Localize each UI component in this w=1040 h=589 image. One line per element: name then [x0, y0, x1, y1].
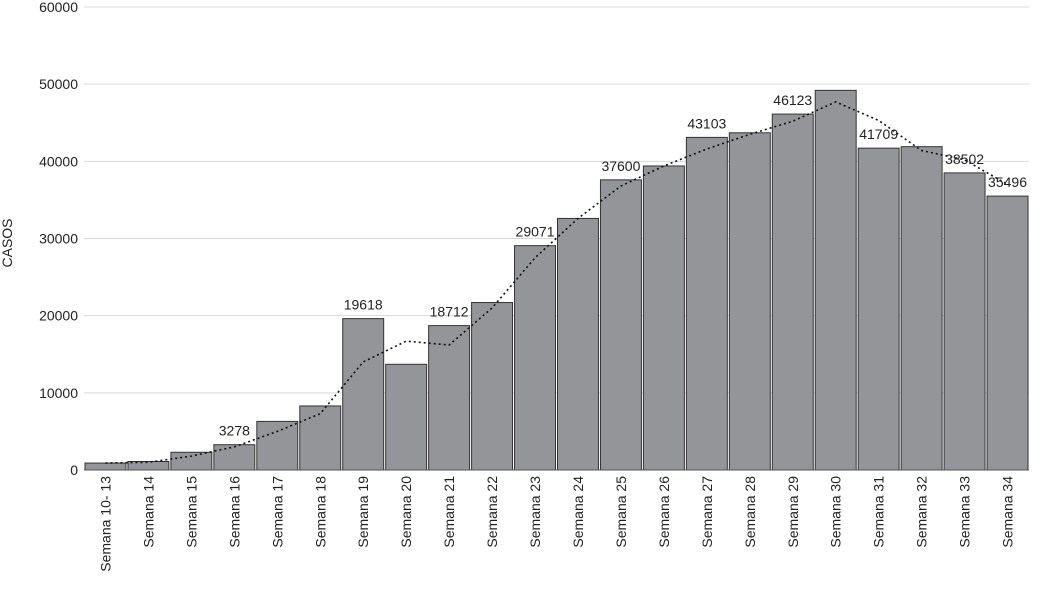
- bar: [642, 165, 685, 471]
- bar: [385, 363, 428, 471]
- x-tick-label: Semana 14: [140, 476, 156, 548]
- y-tick-label: 20000: [39, 308, 78, 324]
- bar: [84, 462, 127, 471]
- data-label: 19618: [344, 297, 383, 313]
- x-tick-label: Semana 22: [484, 476, 500, 548]
- x-tick-label: Semana 31: [871, 476, 887, 548]
- x-tick-label: Semana 23: [527, 476, 543, 548]
- y-tick-label: 50000: [39, 76, 78, 92]
- x-tick-label: Semana 27: [699, 476, 715, 548]
- data-label: 38502: [945, 151, 984, 167]
- bar: [771, 113, 814, 471]
- y-axis-title: CASOS: [0, 218, 15, 267]
- data-label: 29071: [516, 224, 555, 240]
- x-tick-label: Semana 30: [828, 476, 844, 548]
- bars: [84, 89, 1029, 471]
- bar: [170, 451, 213, 471]
- x-tick-label: Semana 17: [269, 476, 285, 548]
- data-label: 3278: [219, 423, 250, 439]
- x-tick-label: Semana 18: [312, 476, 328, 548]
- x-tick-label: Semana 21: [441, 476, 457, 548]
- y-tick-label: 40000: [39, 153, 78, 169]
- bar: [299, 405, 342, 471]
- bar: [557, 217, 599, 471]
- bar: [342, 318, 385, 471]
- bar: [814, 89, 857, 471]
- x-tick-label: Semana 20: [398, 476, 414, 548]
- x-tick-label: Semana 16: [226, 476, 242, 548]
- data-label: 35496: [988, 174, 1027, 190]
- bar: [428, 325, 471, 471]
- x-tick-label: Semana 25: [613, 476, 629, 548]
- bar: [471, 302, 514, 471]
- data-label: 41709: [859, 126, 898, 142]
- bar: [943, 172, 986, 471]
- x-tick-label: Semana 28: [742, 476, 758, 548]
- bar: [900, 146, 943, 471]
- x-tick-label: Semana 19: [355, 476, 371, 548]
- y-tick-label: 10000: [39, 385, 78, 401]
- data-labels: 3278 19618 18712 29071 37600 43103 46123 41709 3…: [219, 92, 1027, 439]
- bar: [213, 444, 256, 471]
- x-tick-label: Semana 24: [570, 476, 586, 548]
- data-label: 46123: [773, 92, 812, 108]
- x-tick-labels: Semana 10- 13 Semana 14 Semana 15 Semana 16…: [97, 476, 1015, 572]
- bar: [599, 179, 642, 471]
- x-tick-label: Semana 33: [957, 476, 973, 548]
- bar: [256, 420, 299, 471]
- bar: [857, 147, 900, 471]
- data-label: 37600: [601, 158, 640, 174]
- data-label: 18712: [430, 304, 469, 320]
- y-tick-label: 60000: [39, 0, 78, 15]
- y-tick-label: 30000: [39, 231, 78, 247]
- y-tick-label: 0: [70, 462, 78, 478]
- bar: [685, 136, 728, 471]
- y-tick-labels: 0 10000 20000 30000 40000 50000 60000: [39, 0, 78, 478]
- x-tick-label: Semana 15: [183, 476, 199, 548]
- data-label: 43103: [687, 115, 726, 131]
- x-tick-label: Semana 10- 13: [97, 476, 113, 572]
- bar: [986, 195, 1029, 471]
- bar: [728, 132, 771, 471]
- x-tick-label: Semana 34: [1000, 476, 1016, 548]
- bar: [127, 461, 170, 471]
- x-tick-label: Semana 32: [914, 476, 930, 548]
- x-tick-label: Semana 29: [785, 476, 801, 548]
- x-tick-label: Semana 26: [656, 476, 672, 548]
- bar: [514, 245, 557, 471]
